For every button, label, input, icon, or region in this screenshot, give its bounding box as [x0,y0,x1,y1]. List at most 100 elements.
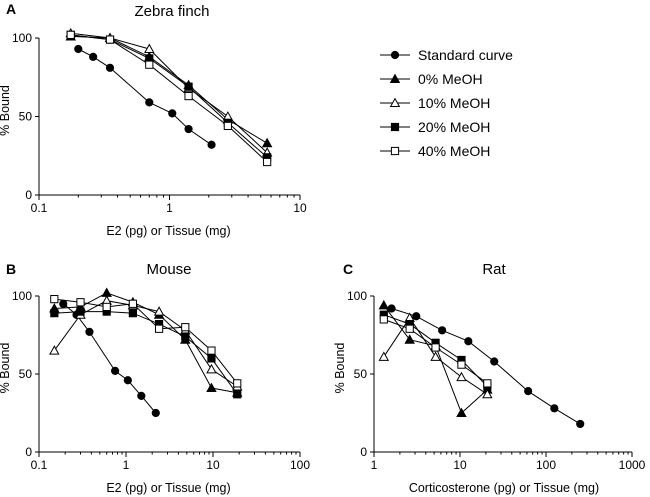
y-tick-label: 50 [19,367,33,381]
y-axis-label: % Bound [0,85,12,136]
series-line [70,32,268,153]
data-point [576,419,585,429]
data-point [483,379,492,388]
panel-letter: B [6,261,16,277]
legend-label: Standard curve [418,47,513,63]
legend-marker [390,122,400,132]
data-point [50,295,59,304]
data-point [128,299,137,308]
series-20-meoh [66,30,272,162]
data-point [105,63,115,72]
y-tick-label: 0 [360,445,367,459]
legend-item: Standard curve [380,47,513,63]
x-axis-label: E2 (pg) or Tissue (mg) [106,224,230,238]
data-point [151,408,160,418]
legend-item: 10% MeOH [380,95,490,111]
x-tick-label: 1 [123,458,130,472]
data-point [49,345,60,355]
data-point [168,109,177,118]
series-40-meoh [379,315,492,388]
series-0-meoh [65,31,273,148]
data-point [144,43,155,54]
data-point [464,337,473,346]
data-point [207,346,216,355]
data-point [111,366,120,375]
legend-item: 40% MeOH [380,143,490,159]
data-point [223,121,232,131]
data-point [263,157,272,167]
data-point [145,60,154,69]
x-axis-label: Corticosterone (pg) or Tissue (mg) [409,481,599,495]
data-point [102,302,111,312]
y-axis-label: % Bound [0,343,12,394]
series-line [54,298,238,384]
data-point [261,137,273,148]
data-point [207,140,216,149]
data-point [89,52,98,61]
data-point [412,312,421,321]
legend-label: 40% MeOH [418,143,490,159]
series-40-meoh [50,295,242,388]
chart-panel-a: A Zebra finch 0 50 100 0.1 1 10 E2 (pg) or Tissu… [0,1,307,238]
x-tick-label: 100 [290,458,310,472]
chart-panel-b: B Mouse 0 50 100 0.1 1 10 100 E2 (pg) or Tissue (… [0,261,310,495]
data-point [105,35,115,44]
data-point [524,387,533,396]
legend-marker [389,97,401,108]
x-axis-label: E2 (pg) or Tissue (mg) [106,481,230,495]
legend-label: 0% MeOH [418,71,483,87]
data-point [431,343,440,352]
data-point [482,388,493,399]
data-point [50,309,59,318]
data-point [66,30,75,39]
data-point [74,44,83,54]
data-point [550,404,559,413]
data-point [456,407,467,418]
data-point [145,98,154,107]
series-10-meoh [378,312,493,399]
data-point [233,390,242,399]
data-point [378,351,390,361]
data-point [59,299,68,308]
data-point [85,327,94,336]
series-line [70,35,268,144]
x-tick-label: 10 [206,458,220,472]
series-40-meoh [66,30,272,167]
data-point [206,363,217,374]
data-point [181,323,190,332]
y-axis-label: % Bound [333,343,347,394]
chart-title: Zebra finch [134,3,209,20]
chart-title: Mouse [146,261,191,278]
x-tick-label: 10 [293,201,307,215]
data-point [378,299,390,310]
y-tick-label: 50 [354,367,368,381]
x-tick-label: 0.1 [31,201,48,215]
x-tick-label: 1000 [619,458,646,472]
series-line [70,34,268,158]
chart-panel-c: C Rat 0 50 100 1 10 100 1000 Corticosterone (pg) … [333,261,646,495]
data-point [137,391,146,400]
data-point [457,360,466,369]
y-tick-label: 100 [12,31,32,45]
legend-marker [390,146,400,156]
data-point [101,287,112,297]
data-point [123,376,132,385]
y-tick-label: 50 [19,110,33,124]
data-point [430,351,441,361]
data-point [76,298,85,307]
data-point [405,324,414,333]
data-point [387,304,396,313]
data-point [404,334,415,344]
panel-letter: A [6,1,16,17]
x-tick-label: 10 [453,458,467,472]
data-point [233,379,242,388]
data-point [207,354,216,363]
chart-title: Rat [482,261,506,278]
x-tick-label: 1 [371,458,378,472]
series-standard-curve [387,304,585,429]
series-standard-curve [74,44,216,149]
x-tick-label: 100 [536,458,556,472]
data-point [181,332,190,341]
legend-item: 0% MeOH [380,71,483,87]
